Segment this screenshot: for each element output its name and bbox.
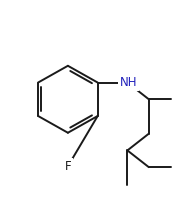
Text: NH: NH xyxy=(120,76,137,89)
Text: F: F xyxy=(65,160,71,173)
